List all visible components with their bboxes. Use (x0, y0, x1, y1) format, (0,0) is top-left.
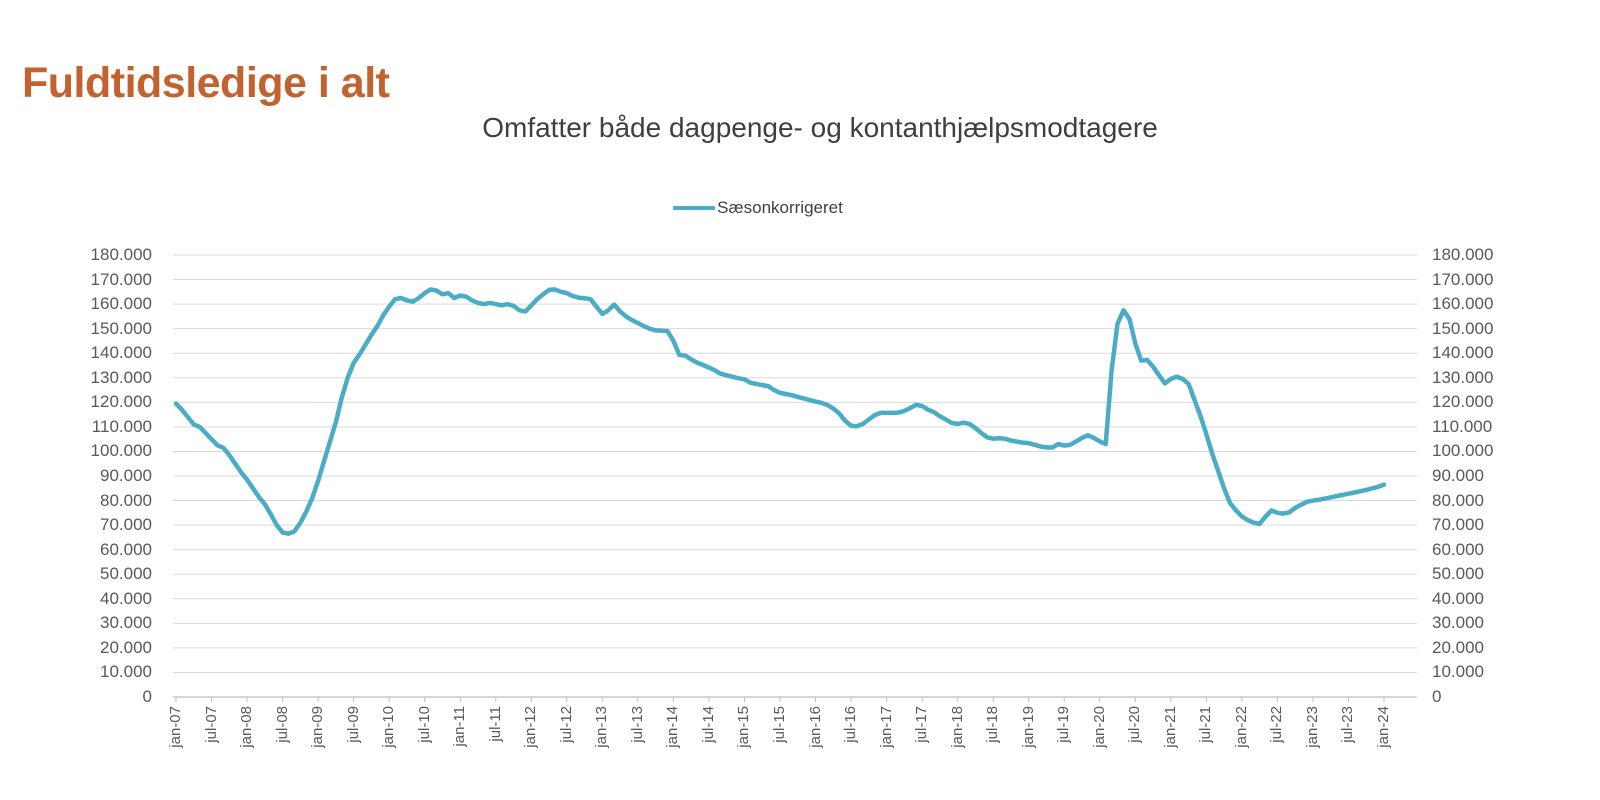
x-axis-label: jan-13 (593, 706, 611, 748)
x-axis-label: jan-21 (1161, 706, 1179, 748)
y-axis-label: 170.000 (1432, 269, 1494, 289)
y-axis-label: 40.000 (1432, 588, 1484, 608)
x-axis-label: jan-24 (1375, 706, 1392, 748)
y-axis-label: 150.000 (90, 318, 152, 338)
y-axis-label: 110.000 (1432, 416, 1493, 436)
x-axis-label: jul-23 (1339, 706, 1357, 743)
page-title: Fuldtidsledige i alt (22, 58, 390, 107)
y-axis-label: 10.000 (1432, 662, 1484, 682)
x-axis-label: jan-08 (238, 706, 256, 748)
y-axis-label: 30.000 (100, 613, 152, 633)
x-axis-label: jan-09 (309, 706, 327, 748)
x-axis-label: jan-15 (735, 706, 753, 748)
x-axis-label: jul-15 (771, 706, 788, 743)
x-axis-label: jul-08 (273, 706, 291, 743)
x-axis-label: jan-12 (522, 706, 540, 748)
x-axis-label: jan-07 (167, 706, 184, 748)
x-axis-label: jul-21 (1197, 706, 1215, 743)
x-axis-label: jan-23 (1303, 706, 1321, 748)
y-axis-label: 170.000 (90, 269, 152, 289)
x-axis-label: jan-19 (1019, 706, 1037, 748)
y-axis-label: 30.000 (1432, 613, 1484, 633)
y-axis-label: 120.000 (90, 392, 152, 412)
y-axis-label: 80.000 (100, 490, 152, 510)
y-axis-label: 50.000 (100, 564, 152, 584)
y-axis-label: 70.000 (100, 515, 152, 535)
y-axis-labels-left: 0 10.000 20.000 30.000 40.000 50.000 60.000 70.… (58, 0, 152, 800)
x-axis-label: jul-13 (628, 706, 646, 743)
y-axis-label: 100.000 (90, 441, 152, 461)
x-axis-label: jul-10 (415, 706, 433, 743)
y-axis-label: 60.000 (1432, 539, 1484, 559)
y-axis-label: 80.000 (1432, 490, 1484, 510)
x-axis-label: jan-20 (1090, 706, 1108, 748)
y-axis-label: 140.000 (90, 343, 152, 363)
x-axis-label: jan-11 (451, 706, 469, 747)
y-axis-label: 10.000 (100, 662, 152, 682)
x-axis-label: jan-22 (1232, 706, 1250, 748)
y-axis-label: 0 (142, 687, 152, 706)
y-axis-label: 160.000 (1432, 294, 1494, 314)
x-axis-label: jul-20 (1126, 706, 1144, 743)
y-axis-labels-right: 0 10.000 20.000 30.000 40.000 50.000 60.000 70.… (1432, 0, 1526, 800)
x-axis-label: jan-10 (380, 706, 398, 748)
x-axis-label: jul-17 (913, 706, 931, 743)
y-axis-label: 180.000 (90, 245, 152, 264)
x-axis-label: jul-16 (842, 706, 860, 743)
y-axis-label: 120.000 (1432, 392, 1494, 412)
y-axis-label: 130.000 (1432, 367, 1494, 387)
x-axis-label: jul-09 (344, 706, 362, 743)
y-axis-label: 180.000 (1432, 245, 1494, 264)
x-axis-label: jul-11 (486, 706, 504, 742)
y-axis-label: 140.000 (1432, 343, 1494, 363)
y-axis-label: 50.000 (1432, 564, 1484, 584)
legend: Sæsonkorrigeret (100, 198, 1416, 218)
x-axis-label: jul-19 (1055, 706, 1073, 743)
x-axis-label: jul-14 (699, 706, 717, 743)
y-axis-label: 40.000 (100, 588, 152, 608)
x-axis-label: jan-18 (948, 706, 966, 748)
y-axis-label: 90.000 (100, 466, 152, 485)
x-axis-label: jan-17 (877, 706, 895, 748)
legend-line-swatch (673, 205, 716, 211)
y-axis-label: 20.000 (1432, 637, 1484, 657)
y-axis-label: 90.000 (1432, 466, 1484, 485)
x-axis-label: jan-16 (806, 706, 824, 748)
y-axis-label: 60.000 (100, 539, 152, 559)
x-axis-label: jul-12 (557, 706, 575, 743)
chart-subtitle: Omfatter både dagpenge- og kontanthjælps… (482, 112, 1158, 143)
y-axis-label: 70.000 (1432, 515, 1484, 535)
legend-label: Sæsonkorrigeret (717, 198, 843, 217)
x-axis-label: jul-22 (1268, 706, 1286, 743)
y-axis-label: 20.000 (100, 637, 152, 657)
y-axis-label: 110.000 (91, 416, 152, 436)
x-axis-label: jul-18 (984, 706, 1002, 743)
y-axis-label: 150.000 (1432, 318, 1494, 338)
y-axis-label: 0 (1432, 687, 1442, 706)
series-line-saesonkorrigeret (173, 287, 1387, 536)
x-axis-label: jan-14 (664, 706, 682, 748)
y-axis-label: 100.000 (1432, 441, 1494, 461)
y-axis-label: 160.000 (90, 294, 152, 314)
x-axis-label: jul-07 (202, 706, 220, 743)
y-axis-label: 130.000 (90, 367, 152, 387)
